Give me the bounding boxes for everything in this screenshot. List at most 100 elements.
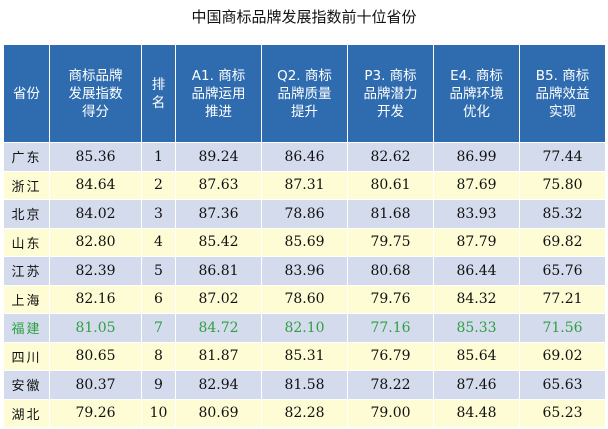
rank-cell: 4 — [141, 227, 176, 257]
rank-cell: 10 — [141, 398, 176, 428]
index-score-cell: 79.26 — [49, 398, 142, 428]
b5-cell: 65.63 — [519, 370, 606, 400]
col-header-index-score: 商标品牌 发展指数 得分 — [49, 44, 142, 143]
b5-cell: 85.32 — [519, 199, 606, 229]
col-header-b5: B5. 商标 品牌效益 实现 — [519, 44, 606, 143]
rank-cell: 6 — [141, 284, 176, 314]
e4-cell: 84.32 — [433, 284, 520, 314]
rank-cell: 2 — [141, 170, 176, 200]
b5-cell: 77.21 — [519, 284, 606, 314]
province-cell: 安徽 — [3, 370, 50, 400]
province-cell: 北京 — [3, 199, 50, 229]
province-cell: 山东 — [3, 227, 50, 257]
table-row: 广东 85.36 1 89.24 86.46 82.62 86.99 77.44 — [3, 142, 606, 172]
province-cell: 福建 — [3, 313, 50, 343]
table-row: 山东 82.80 4 85.42 85.69 79.75 87.79 69.82 — [3, 227, 606, 257]
header-row: 省份 商标品牌 发展指数 得分 排名 A1. 商标 品牌运用 推进 Q2. 商标 品牌质量… — [3, 44, 606, 143]
a1-cell: 80.69 — [175, 398, 262, 428]
rank-cell: 5 — [141, 256, 176, 286]
index-score-cell: 80.37 — [49, 370, 142, 400]
ranking-table: 省份 商标品牌 发展指数 得分 排名 A1. 商标 品牌运用 推进 Q2. 商标 品牌质量… — [3, 44, 606, 428]
province-cell: 湖北 — [3, 398, 50, 428]
table-row: 上海 82.16 6 87.02 78.60 79.76 84.32 77.21 — [3, 284, 606, 314]
b5-cell: 77.44 — [519, 142, 606, 172]
q2-cell: 81.58 — [261, 370, 348, 400]
q2-cell: 85.69 — [261, 227, 348, 257]
b5-cell: 65.23 — [519, 398, 606, 428]
index-score-cell: 85.36 — [49, 142, 142, 172]
table-row: 北京 84.02 3 87.36 78.86 81.68 83.93 85.32 — [3, 199, 606, 229]
index-score-cell: 80.65 — [49, 341, 142, 371]
p3-cell: 79.00 — [347, 398, 434, 428]
index-score-cell: 82.39 — [49, 256, 142, 286]
b5-cell: 69.82 — [519, 227, 606, 257]
p3-cell: 77.16 — [347, 313, 434, 343]
col-header-p3: P3. 商标 品牌潜力 开发 — [347, 44, 434, 143]
col-header-province: 省份 — [3, 44, 50, 143]
col-header-e4: E4. 商标 品牌环境 优化 — [433, 44, 520, 143]
col-header-rank: 排名 — [141, 44, 176, 143]
province-cell: 上海 — [3, 284, 50, 314]
a1-cell: 87.02 — [175, 284, 262, 314]
e4-cell: 85.33 — [433, 313, 520, 343]
p3-cell: 80.68 — [347, 256, 434, 286]
e4-cell: 87.46 — [433, 370, 520, 400]
q2-cell: 85.31 — [261, 341, 348, 371]
table-body: 广东 85.36 1 89.24 86.46 82.62 86.99 77.44 浙江 84.64… — [3, 142, 606, 428]
q2-cell: 78.86 — [261, 199, 348, 229]
b5-cell: 69.02 — [519, 341, 606, 371]
e4-cell: 84.48 — [433, 398, 520, 428]
a1-cell: 87.63 — [175, 170, 262, 200]
index-score-cell: 84.02 — [49, 199, 142, 229]
index-score-cell: 82.16 — [49, 284, 142, 314]
p3-cell: 82.62 — [347, 142, 434, 172]
col-header-a1: A1. 商标 品牌运用 推进 — [175, 44, 262, 143]
table-row: 四川 80.65 8 81.87 85.31 76.79 85.64 69.02 — [3, 341, 606, 371]
table-row: 浙江 84.64 2 87.63 87.31 80.61 87.69 75.80 — [3, 170, 606, 200]
e4-cell: 85.64 — [433, 341, 520, 371]
a1-cell: 87.36 — [175, 199, 262, 229]
table-row: 湖北 79.26 10 80.69 82.28 79.00 84.48 65.23 — [3, 398, 606, 428]
b5-cell: 75.80 — [519, 170, 606, 200]
a1-cell: 85.42 — [175, 227, 262, 257]
q2-cell: 82.10 — [261, 313, 348, 343]
p3-cell: 79.75 — [347, 227, 434, 257]
q2-cell: 87.31 — [261, 170, 348, 200]
province-cell: 浙江 — [3, 170, 50, 200]
e4-cell: 86.44 — [433, 256, 520, 286]
q2-cell: 78.60 — [261, 284, 348, 314]
p3-cell: 79.76 — [347, 284, 434, 314]
p3-cell: 80.61 — [347, 170, 434, 200]
p3-cell: 81.68 — [347, 199, 434, 229]
p3-cell: 78.22 — [347, 370, 434, 400]
table-row: 江苏 82.39 5 86.81 83.96 80.68 86.44 65.76 — [3, 256, 606, 286]
rank-cell: 9 — [141, 370, 176, 400]
a1-cell: 81.87 — [175, 341, 262, 371]
q2-cell: 83.96 — [261, 256, 348, 286]
index-score-cell: 82.80 — [49, 227, 142, 257]
e4-cell: 87.79 — [433, 227, 520, 257]
rank-cell: 8 — [141, 341, 176, 371]
a1-cell: 84.72 — [175, 313, 262, 343]
e4-cell: 86.99 — [433, 142, 520, 172]
rank-cell: 7 — [141, 313, 176, 343]
index-score-cell: 84.64 — [49, 170, 142, 200]
e4-cell: 87.69 — [433, 170, 520, 200]
b5-cell: 71.56 — [519, 313, 606, 343]
p3-cell: 76.79 — [347, 341, 434, 371]
q2-cell: 86.46 — [261, 142, 348, 172]
rank-cell: 1 — [141, 142, 176, 172]
a1-cell: 86.81 — [175, 256, 262, 286]
province-cell: 四川 — [3, 341, 50, 371]
b5-cell: 65.76 — [519, 256, 606, 286]
province-cell: 江苏 — [3, 256, 50, 286]
col-header-q2: Q2. 商标 品牌质量 提升 — [261, 44, 348, 143]
a1-cell: 82.94 — [175, 370, 262, 400]
table-row: 福建 81.05 7 84.72 82.10 77.16 85.33 71.56 — [3, 313, 606, 343]
table-row: 安徽 80.37 9 82.94 81.58 78.22 87.46 65.63 — [3, 370, 606, 400]
province-cell: 广东 — [3, 142, 50, 172]
a1-cell: 89.24 — [175, 142, 262, 172]
rank-cell: 3 — [141, 199, 176, 229]
index-score-cell: 81.05 — [49, 313, 142, 343]
q2-cell: 82.28 — [261, 398, 348, 428]
